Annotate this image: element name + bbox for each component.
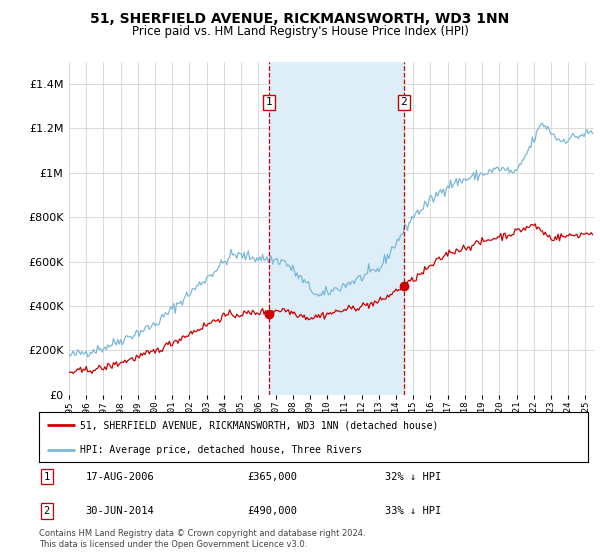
Text: 2: 2 [401, 97, 407, 108]
Text: 2: 2 [44, 506, 50, 516]
Text: 51, SHERFIELD AVENUE, RICKMANSWORTH, WD3 1NN (detached house): 51, SHERFIELD AVENUE, RICKMANSWORTH, WD3… [80, 420, 439, 430]
Text: Price paid vs. HM Land Registry's House Price Index (HPI): Price paid vs. HM Land Registry's House … [131, 25, 469, 38]
Bar [269, 62, 404, 395]
Text: £365,000: £365,000 [248, 472, 298, 482]
Text: 17-AUG-2006: 17-AUG-2006 [86, 472, 154, 482]
Text: 1: 1 [266, 97, 272, 108]
Text: 30-JUN-2014: 30-JUN-2014 [86, 506, 154, 516]
Text: 33% ↓ HPI: 33% ↓ HPI [385, 506, 441, 516]
Text: Contains HM Land Registry data © Crown copyright and database right 2024.
This d: Contains HM Land Registry data © Crown c… [39, 529, 365, 549]
Text: 1: 1 [44, 472, 50, 482]
Text: £490,000: £490,000 [248, 506, 298, 516]
Text: 51, SHERFIELD AVENUE, RICKMANSWORTH, WD3 1NN: 51, SHERFIELD AVENUE, RICKMANSWORTH, WD3… [91, 12, 509, 26]
Text: HPI: Average price, detached house, Three Rivers: HPI: Average price, detached house, Thre… [80, 445, 362, 455]
Text: 32% ↓ HPI: 32% ↓ HPI [385, 472, 441, 482]
